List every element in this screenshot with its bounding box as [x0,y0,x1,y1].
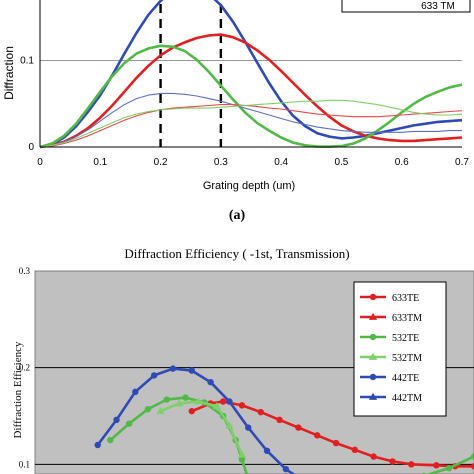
chart-b-point [207,378,214,386]
chart-b-point [332,439,340,447]
chart-b-point [245,424,252,431]
chart-b-point [163,396,170,403]
chart-b-point [389,458,396,465]
chart-b-legend-label: 532TM [392,353,422,364]
chart-a-series-line [39,99,463,148]
chart-b-point [351,446,359,454]
chart-b-legend-label: 442TM [392,393,422,404]
chart-b-point [226,398,233,405]
chart-b-series-line [96,367,296,474]
chart-b-point [212,402,222,410]
chart-b-point [193,397,203,405]
chart-b-point [150,372,158,379]
chart-b-point [368,312,378,320]
chart-b-legend-entries: 633TE 633TM 532TE 532TM 442TE 442TM [360,293,422,404]
chart-a-background [0,0,474,240]
chart-b-y-tick-label: 0.1 [19,459,30,469]
chart-a-legend: 633 TM [341,0,471,13]
chart-a-x-tick-label: 0.4 [274,157,288,168]
chart-b-point [107,436,114,444]
chart-a-x-tick-label: 0.2 [154,157,168,168]
chart-a-y-label: Diffraction [2,46,16,100]
chart-b-point [238,402,246,409]
chart-b-point [368,392,378,400]
chart-a-x-tick-label: 0.3 [214,157,228,168]
chart-b-point [132,388,139,396]
chart-b-point [169,365,177,372]
chart-a-x-label: Grating depth (um) [203,180,295,192]
chart-a-x-tick-label: 0.1 [93,157,107,168]
chart-b-point [94,441,101,449]
chart-b-point [113,416,120,424]
chart-b-y-ticks: 0.3 0.2 0.1 [19,266,31,469]
chart-b-point [238,456,246,463]
chart-a-series-line [39,104,463,148]
chart-b-point [219,398,227,405]
chart-b-legend-box [353,281,447,417]
chart-b-point [369,373,377,381]
chart-b-point [175,399,184,407]
chart-a-marker-lines [159,4,223,147]
chart-b-y-label: Diffraction Efficiency [12,341,24,439]
chart-a-y-tick-label: 0 [28,142,34,153]
chart-b-point [182,394,189,401]
chart-b-point [314,432,321,439]
chart-b-point [370,453,377,460]
chart-a-x-tick-label: 0.6 [395,157,409,168]
chart-b-series-line [191,400,474,468]
chart-b-point [263,447,271,454]
chart-b-y-tick-label: 0.3 [19,266,31,276]
chart-a-x-tick-label: 0 [37,157,43,168]
chart-a-legend-box [341,0,471,13]
chart-a-series-line [39,92,462,148]
chart-b-point [144,406,152,413]
panel-label-a: (a) [229,208,246,223]
chart-b-point [433,462,440,469]
chart-b-point [470,453,474,460]
chart-b-point [445,465,453,472]
chart-b-point [276,416,283,424]
chart-a: 00.1 0 0.1 0.2 0.3 0.4 0.5 0.6 0.7 633 TM Diffr… [0,0,474,240]
chart-b-point [257,408,264,416]
chart-b-point [408,461,415,468]
chart-a-x-tick-label: 0.7 [455,157,469,168]
chart-b-point [188,367,195,374]
chart-a-y-tick-label: 0.1 [20,56,34,67]
chart-b-title: Diffraction Efficiency ( -1st, Transmiss… [124,246,349,261]
chart-b-legend-label: 633TM [392,313,422,324]
chart-b-legend-label: 633TE [392,293,419,304]
chart-b-point [295,424,302,431]
chart-b-point [369,333,377,341]
chart-a-series-line [39,44,463,149]
chart-b-y-tick-label: 0.2 [19,363,30,373]
chart-b-legend-label: 532TE [392,333,419,344]
chart-b-point [368,352,378,360]
chart-b-point [237,450,247,458]
chart-b: Diffraction Efficiency ( -1st, Transmiss… [12,246,474,474]
chart-b-legend-label: 442TE [392,373,419,384]
chart-a-x-ticks: 0 0.1 0.2 0.3 0.4 0.5 0.6 0.7 [37,157,469,168]
chart-b-point [369,293,377,301]
chart-b-legend: 633TE 633TM 532TE 532TM 442TE 442TM [353,281,447,417]
chart-b-point [188,407,195,415]
chart-a-series [39,0,463,149]
chart-b-point [225,421,234,429]
chart-a-series-line [39,33,463,149]
chart-b-series [94,365,474,474]
chart-b-point [470,463,474,470]
chart-a-y-ticks: 00.1 [20,56,34,153]
chart-b-point [282,465,290,473]
chart-b-point [125,420,133,427]
chart-b-point [156,407,165,415]
chart-a-x-tick-label: 0.5 [334,157,348,168]
chart-a-legend-entry: 633 TM [421,1,455,12]
